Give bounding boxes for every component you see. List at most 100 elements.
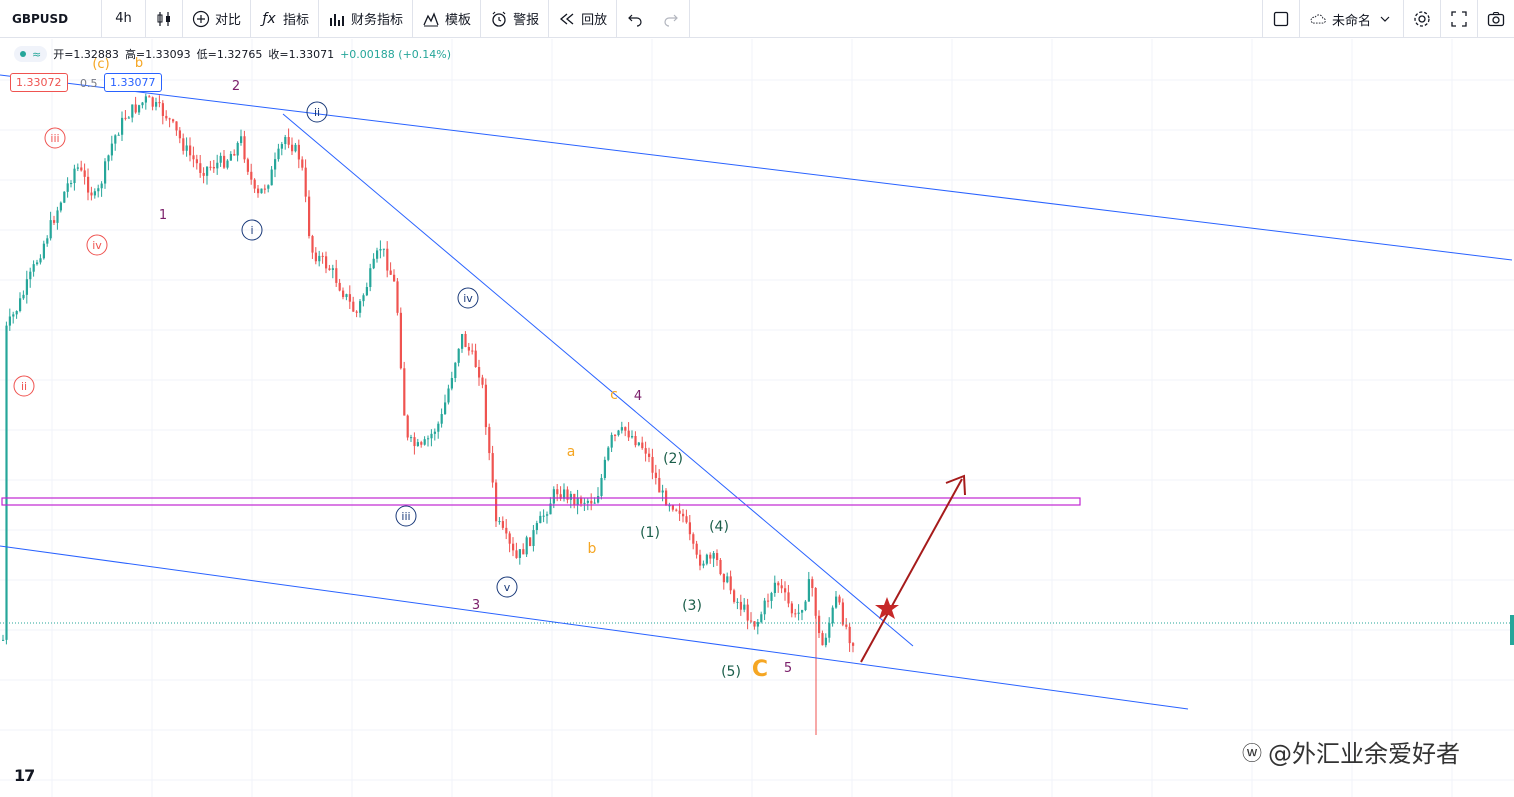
- legend-toggle-badge[interactable]: ≈: [14, 46, 48, 62]
- candle-body: [784, 588, 787, 593]
- candle-body: [321, 255, 324, 257]
- candle-body: [739, 601, 742, 610]
- candle-body: [804, 601, 807, 611]
- candle-body: [328, 268, 331, 270]
- wedge-upper-line[interactable]: [282, 113, 914, 647]
- candle-body: [158, 102, 161, 104]
- candle-body: [580, 497, 583, 504]
- star-icon[interactable]: [875, 597, 899, 619]
- settings-button[interactable]: [1404, 0, 1441, 38]
- price-chart[interactable]: iii iv ii (c) b 1 2 3 4 5 i ii iii iv v …: [0, 39, 1514, 797]
- candle-body: [644, 448, 647, 454]
- undo-button[interactable]: [617, 0, 653, 38]
- candle-body: [566, 489, 569, 500]
- undo-icon: [626, 10, 644, 28]
- candle-body: [342, 290, 345, 298]
- candle-body: [161, 103, 164, 116]
- candle-body: [216, 162, 219, 169]
- layout-name-button[interactable]: 未命名: [1300, 0, 1404, 38]
- financials-button[interactable]: 财务指标: [319, 0, 414, 38]
- candle-body: [277, 148, 280, 160]
- candle-body: [212, 167, 215, 169]
- wave-label-ii: ii: [314, 106, 320, 119]
- candle-body: [746, 604, 749, 621]
- redo-button[interactable]: [653, 0, 691, 38]
- candle-body: [297, 144, 300, 160]
- wave-label-b-top: b: [135, 56, 143, 71]
- legend-change: +0.00188 (+0.14%): [340, 47, 452, 61]
- wave-label-b: b: [588, 541, 597, 557]
- candle-body: [110, 143, 113, 156]
- candle-body: [440, 414, 443, 424]
- compare-button[interactable]: 对比: [183, 0, 252, 38]
- candle-body: [151, 97, 154, 107]
- legend-open: 开=1.32883: [53, 48, 119, 61]
- wave-label-2: 2: [232, 79, 240, 94]
- candle-body: [773, 582, 776, 594]
- tradingview-logo[interactable]: 17: [14, 766, 35, 785]
- candle-body: [852, 643, 855, 646]
- rewind-icon: [558, 10, 576, 28]
- snapshot-button[interactable]: [1478, 0, 1514, 38]
- candle-body: [437, 423, 440, 432]
- gear-icon: [1413, 10, 1431, 28]
- candle-body: [617, 430, 620, 436]
- layout-select-button[interactable]: [1261, 0, 1300, 38]
- projection-arrow-head: [945, 474, 966, 496]
- candle-body: [671, 505, 674, 510]
- templates-button[interactable]: 模板: [413, 0, 482, 38]
- candle-body: [726, 576, 729, 583]
- candle-body: [345, 294, 348, 298]
- candle-body: [15, 311, 18, 315]
- candlestick-series: [2, 93, 855, 735]
- indicators-button[interactable]: ƒx 指标: [251, 0, 320, 38]
- candle-body: [464, 333, 467, 347]
- candle-body: [620, 427, 623, 431]
- candle-body: [518, 549, 521, 558]
- wave-label-c-top: (c): [92, 57, 109, 72]
- wave-label-p4: (4): [709, 519, 729, 535]
- interval-button[interactable]: 4h: [102, 0, 146, 38]
- candle-body: [777, 582, 780, 586]
- fullscreen-button[interactable]: [1441, 0, 1478, 38]
- candle-body: [807, 579, 810, 602]
- candle-body: [148, 96, 151, 98]
- candle-body: [195, 159, 198, 164]
- candle-body: [658, 477, 661, 493]
- chart-style-button[interactable]: [146, 0, 183, 38]
- wave-label-5: 5: [784, 661, 792, 676]
- channel-upper-line[interactable]: [0, 74, 1513, 261]
- candle-body: [767, 600, 770, 602]
- candle-body: [712, 553, 715, 559]
- symbol-search-button[interactable]: GBPUSD: [0, 0, 102, 38]
- replay-button[interactable]: 回放: [549, 0, 618, 38]
- channel-lower-line[interactable]: [0, 545, 1189, 710]
- chart-grid: [0, 39, 1514, 797]
- candle-body: [801, 610, 804, 613]
- candle-body: [569, 493, 572, 500]
- alert-button[interactable]: 警报: [481, 0, 550, 38]
- candle-body: [100, 183, 103, 189]
- candle-body: [2, 639, 5, 641]
- fx-icon: ƒx: [262, 10, 276, 27]
- candle-body: [267, 185, 270, 189]
- wave-label-1: 1: [159, 208, 167, 223]
- candle-body: [263, 188, 266, 190]
- support-zone-rect[interactable]: [1, 497, 1081, 506]
- projection-arrow[interactable]: [860, 478, 963, 663]
- candle-body: [22, 294, 25, 299]
- candle-body: [121, 117, 124, 135]
- candle-body: [352, 301, 355, 312]
- candle-body: [386, 248, 389, 271]
- candle-body: [750, 620, 753, 622]
- candle-body: [39, 258, 42, 263]
- candle-body: [287, 137, 290, 145]
- candle-body: [53, 220, 56, 223]
- candle-body: [192, 155, 195, 160]
- candle-body: [675, 509, 678, 511]
- candle-body: [97, 188, 100, 192]
- templates-icon: [422, 10, 440, 28]
- candle-body: [379, 249, 382, 251]
- candle-body: [406, 415, 409, 438]
- candle-body: [821, 633, 824, 646]
